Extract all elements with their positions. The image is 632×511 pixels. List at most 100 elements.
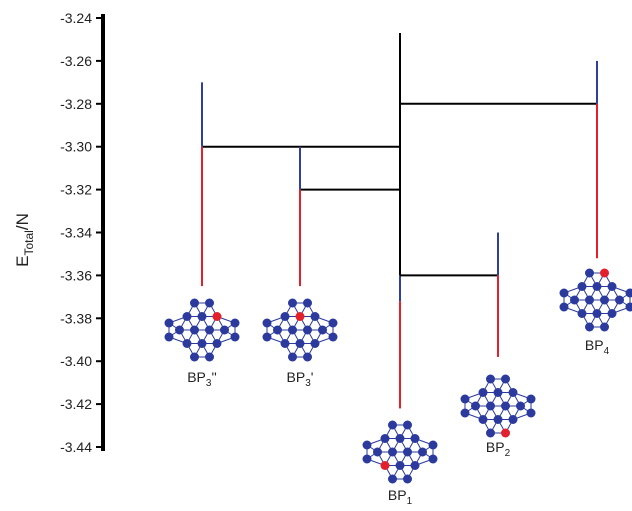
y-tick-label: -3.28: [60, 96, 92, 112]
label-sub: 2: [505, 448, 511, 459]
atom: [411, 434, 420, 443]
atom: [311, 339, 320, 348]
atom: [190, 326, 199, 335]
atom: [429, 441, 438, 450]
y-tick-label: -3.32: [60, 182, 92, 198]
atom: [388, 475, 397, 484]
atom: [296, 339, 305, 348]
y-axis-label: ETotal/N: [13, 213, 36, 267]
atom: [418, 448, 427, 457]
atom: [288, 353, 297, 362]
atom: [600, 323, 609, 332]
atom: [486, 375, 495, 384]
atom: [303, 326, 312, 335]
label-sub: 1: [407, 496, 413, 507]
isomer-label: BP2: [486, 439, 511, 459]
atom: [494, 415, 503, 424]
cluster-icon: [263, 299, 338, 362]
atom: [396, 434, 405, 443]
atom: [494, 388, 503, 397]
dopant-atom: [296, 312, 305, 321]
atom: [585, 269, 594, 278]
cluster-icon: [461, 375, 536, 438]
atom: [318, 326, 327, 335]
dopant-atom: [501, 429, 510, 438]
y-tick-label: -3.30: [60, 139, 92, 155]
atom: [288, 326, 297, 335]
atom: [165, 333, 174, 342]
atom: [205, 299, 214, 308]
atom: [509, 415, 518, 424]
y-tick-label: -3.36: [60, 267, 92, 283]
page: ETotal/N -3.24-3.26-3.28-3.30-3.32-3.34-…: [0, 0, 632, 511]
cluster-icon: [165, 299, 240, 362]
atom: [516, 402, 525, 411]
atom: [303, 299, 312, 308]
atom: [600, 296, 609, 305]
atom: [509, 388, 518, 397]
atom: [329, 333, 338, 342]
y-label-sub: Total: [22, 230, 36, 255]
atom: [213, 339, 222, 348]
atom: [560, 289, 569, 298]
atom: [527, 409, 536, 418]
y-tick-label: -3.26: [60, 53, 92, 69]
atom: [501, 402, 510, 411]
atom: [205, 353, 214, 362]
atom: [198, 312, 207, 321]
y-label-base: E: [13, 256, 32, 267]
label-base: BP: [486, 439, 505, 455]
atom: [231, 333, 240, 342]
chart: ETotal/N -3.24-3.26-3.28-3.30-3.32-3.34-…: [0, 0, 632, 511]
atom: [281, 312, 290, 321]
atom: [303, 353, 312, 362]
label-base: BP: [187, 369, 206, 385]
atom: [585, 296, 594, 305]
atom: [593, 282, 602, 291]
atom: [231, 319, 240, 328]
atom: [486, 402, 495, 411]
atom: [626, 303, 632, 312]
label-suffix: '': [211, 369, 216, 385]
atom: [585, 323, 594, 332]
atom: [381, 434, 390, 443]
atom: [329, 319, 338, 328]
atom: [608, 309, 617, 318]
atom: [165, 319, 174, 328]
label-base: BP: [388, 487, 407, 503]
atom: [411, 461, 420, 470]
atom: [486, 429, 495, 438]
atom: [388, 448, 397, 457]
atom: [175, 326, 184, 335]
atom: [501, 375, 510, 384]
atom: [311, 312, 320, 321]
y-tick-label: -3.44: [60, 439, 92, 455]
label-sub: 4: [604, 346, 610, 357]
isomer-label: BP3': [287, 369, 314, 389]
atom: [396, 461, 405, 470]
atom: [570, 296, 579, 305]
atom: [388, 421, 397, 430]
atom: [615, 296, 624, 305]
dopant-atom: [600, 269, 609, 278]
atom: [205, 326, 214, 335]
atom: [403, 421, 412, 430]
atom: [373, 448, 382, 457]
dopant-atom: [213, 312, 222, 321]
atom: [578, 282, 587, 291]
y-tick-label: -3.24: [60, 10, 92, 26]
y-tick-label: -3.38: [60, 310, 92, 326]
label-base: BP: [287, 369, 306, 385]
atom: [593, 309, 602, 318]
atom: [288, 299, 297, 308]
atom: [273, 326, 282, 335]
atom: [429, 455, 438, 464]
atom: [608, 282, 617, 291]
atom: [198, 339, 207, 348]
y-tick-label: -3.42: [60, 396, 92, 412]
atom: [263, 333, 272, 342]
atom: [363, 441, 372, 450]
atom: [461, 395, 470, 404]
label-base: BP: [585, 337, 604, 353]
atom: [461, 409, 470, 418]
